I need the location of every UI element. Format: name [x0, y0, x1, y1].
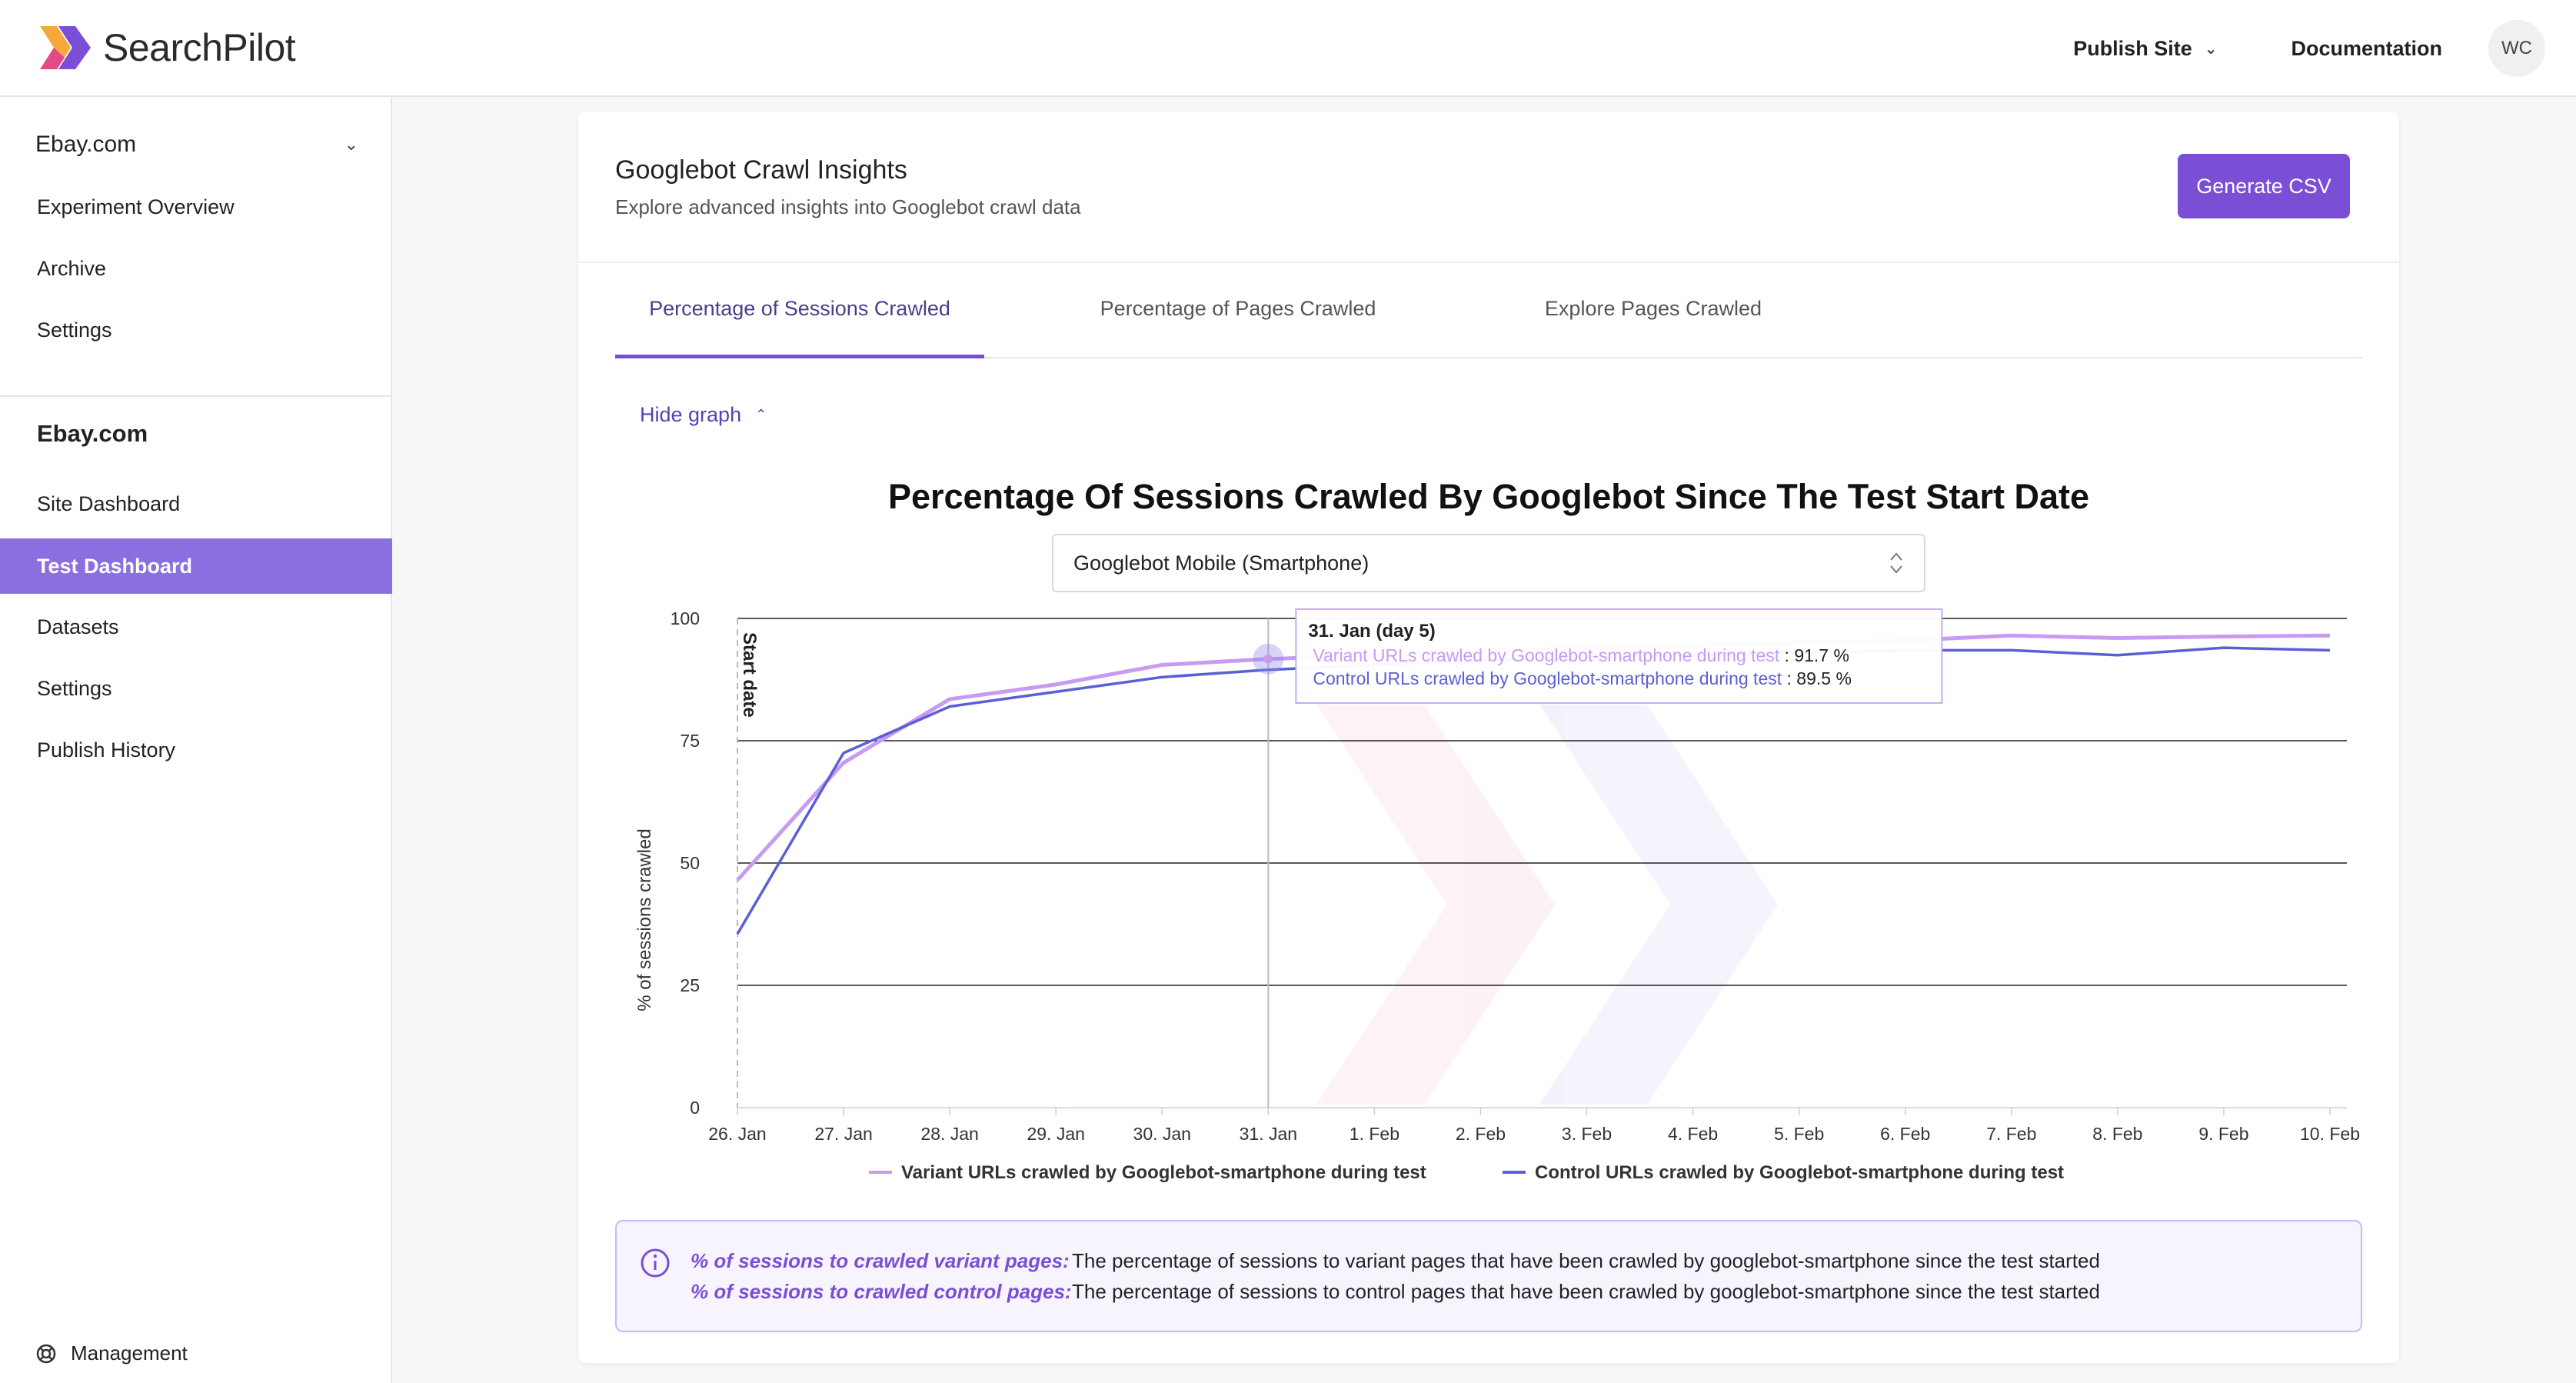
page-subtitle: Explore advanced insights into Googlebot… — [615, 195, 1081, 218]
chart-title: Percentage Of Sessions Crawled By Google… — [887, 477, 2090, 516]
hover-point — [1263, 654, 1273, 664]
chevron-up-icon: ⌃ — [755, 407, 767, 422]
info-variant-label: % of sessions to crawled variant pages: — [691, 1249, 1070, 1272]
watermark-logo — [1316, 705, 1778, 1105]
avatar[interactable]: WC — [2488, 20, 2545, 77]
info-control-text: The percentage of sessions to control pa… — [1072, 1280, 2100, 1303]
documentation-link[interactable]: Documentation — [2291, 36, 2442, 60]
sidebar-item-settings-global[interactable]: Settings — [37, 318, 112, 342]
x-tick-label: 3. Feb — [1562, 1124, 1612, 1144]
y-tick-label: 100 — [671, 608, 700, 628]
chevron-down-icon: ⌄ — [2204, 40, 2218, 58]
start-date-label: Start date — [739, 632, 760, 718]
y-axis: 0 25 50 75 100 — [671, 608, 700, 1118]
x-tick-label: 9. Feb — [2198, 1124, 2248, 1144]
y-axis-label: % of sessions crawled — [634, 828, 655, 1011]
x-tick-label: 27. Jan — [814, 1124, 872, 1144]
x-tick-label: 5. Feb — [1774, 1124, 1824, 1144]
x-tick-label: 6. Feb — [1880, 1124, 1930, 1144]
tab-sessions-crawled[interactable]: Percentage of Sessions Crawled — [615, 297, 984, 358]
tab-label: Explore Pages Crawled — [1544, 297, 1762, 320]
tooltip-control-value: : 89.5 % — [1782, 668, 1852, 688]
tooltip-control-row: Control URLs crawled by Googlebot-smartp… — [1313, 668, 1852, 688]
sidebar-item-management[interactable]: Management — [35, 1341, 188, 1365]
tab-explore-pages[interactable]: Explore Pages Crawled — [1461, 297, 1845, 358]
info-icon — [641, 1248, 670, 1278]
tooltip-variant-label: Variant URLs crawled by Googlebot-smartp… — [1313, 645, 1779, 665]
site-selector-label: Ebay.com — [35, 132, 137, 157]
info-row-variant: % of sessions to crawled variant pages: … — [691, 1249, 2100, 1273]
generate-csv-button[interactable]: Generate CSV — [2178, 154, 2350, 218]
sidebar-item-test-dashboard[interactable]: Test Dashboard — [0, 538, 392, 594]
info-box: % of sessions to crawled variant pages: … — [615, 1220, 2362, 1332]
x-tick-label: 7. Feb — [1986, 1124, 2036, 1144]
x-tick-label: 29. Jan — [1027, 1124, 1084, 1144]
y-tick-label: 0 — [690, 1098, 700, 1118]
chevron-up-down-icon — [1890, 552, 1902, 574]
sidebar-section-heading: Ebay.com — [37, 420, 148, 447]
sidebar: Ebay.com ⌄ Experiment Overview Archive S… — [0, 97, 392, 1383]
start-date-marker: Start date — [737, 618, 760, 1108]
sidebar-item-experiment-overview[interactable]: Experiment Overview — [37, 195, 235, 218]
sidebar-divider — [0, 395, 392, 397]
top-header: SearchPilot Publish Site ⌄ Documentation… — [0, 0, 2576, 97]
lifebuoy-icon — [36, 1344, 56, 1363]
googlebot-type-value: Googlebot Mobile (Smartphone) — [1073, 551, 1370, 575]
tab-label: Percentage of Sessions Crawled — [649, 297, 950, 320]
searchpilot-logo-icon — [40, 26, 91, 69]
x-tick-label: 28. Jan — [920, 1124, 978, 1144]
googlebot-type-select[interactable]: Googlebot Mobile (Smartphone) — [1052, 534, 1925, 592]
info-row-control: % of sessions to crawled control pages: … — [691, 1280, 2100, 1304]
hide-graph-label: Hide graph — [640, 403, 742, 426]
sidebar-item-settings[interactable]: Settings — [37, 677, 112, 700]
publish-site-menu[interactable]: Publish Site ⌄ — [2073, 37, 2217, 61]
page-title: Googlebot Crawl Insights — [615, 155, 907, 185]
sidebar-item-archive[interactable]: Archive — [37, 257, 107, 280]
info-control-label: % of sessions to crawled control pages: — [691, 1280, 1072, 1303]
x-tick-label: 2. Feb — [1456, 1124, 1506, 1144]
x-tick-label: 4. Feb — [1668, 1124, 1718, 1144]
management-label: Management — [71, 1341, 188, 1365]
x-axis: 26. Jan 27. Jan 28. Jan 29. Jan 30. Jan 31. J… — [708, 1108, 2360, 1144]
tooltip-header: 31. Jan (day 5) — [1308, 621, 1435, 642]
y-tick-label: 75 — [680, 731, 700, 751]
x-tick-label: 31. Jan — [1240, 1124, 1297, 1144]
legend-label-control: Control URLs crawled by Googlebot-smartp… — [1535, 1162, 2064, 1183]
brand-name: SearchPilot — [103, 26, 296, 69]
info-variant-text: The percentage of sessions to variant pa… — [1072, 1249, 2100, 1272]
x-tick-label: 30. Jan — [1133, 1124, 1191, 1144]
x-tick-label: 1. Feb — [1350, 1124, 1399, 1144]
tab-bar: Percentage of Sessions Crawled Percentag… — [615, 297, 2362, 358]
sidebar-item-site-dashboard[interactable]: Site Dashboard — [37, 492, 181, 515]
sidebar-item-publish-history[interactable]: Publish History — [37, 738, 176, 761]
sidebar-item-datasets[interactable]: Datasets — [37, 615, 119, 638]
chart-tooltip: 31. Jan (day 5) Variant URLs crawled by G… — [1295, 608, 1943, 704]
legend-label-variant: Variant URLs crawled by Googlebot-smartp… — [901, 1162, 1426, 1183]
card-divider — [578, 262, 2399, 263]
y-tick-label: 25 — [680, 975, 700, 995]
site-selector[interactable]: Ebay.com ⌄ — [35, 122, 358, 168]
sessions-crawled-chart: 0 25 50 75 100 26. Jan 27. Jan 28. Jan 29. Jan 3… — [634, 608, 2360, 1183]
x-tick-label: 10. Feb — [2300, 1124, 2360, 1144]
tooltip-control-label: Control URLs crawled by Googlebot-smartp… — [1313, 668, 1782, 688]
chart-legend: Variant URLs crawled by Googlebot-smartp… — [869, 1162, 2064, 1183]
searchpilot-logo[interactable]: SearchPilot — [37, 23, 296, 72]
tooltip-variant-row: Variant URLs crawled by Googlebot-smartp… — [1313, 645, 1849, 665]
hide-graph-toggle[interactable]: Hide graph ⌃ — [640, 403, 767, 427]
y-tick-label: 50 — [680, 853, 700, 873]
tab-pages-crawled[interactable]: Percentage of Pages Crawled — [1023, 297, 1453, 358]
tab-label: Percentage of Pages Crawled — [1100, 297, 1376, 320]
sidebar-item-label: Test Dashboard — [37, 554, 193, 578]
tooltip-box — [1295, 608, 1943, 704]
x-tick-label: 8. Feb — [2092, 1124, 2142, 1144]
publish-site-label: Publish Site — [2073, 36, 2192, 60]
tooltip-variant-value: : 91.7 % — [1779, 645, 1849, 665]
x-tick-label: 26. Jan — [708, 1124, 766, 1144]
chevron-down-icon: ⌄ — [344, 135, 358, 154]
crawl-insights-card: Googlebot Crawl Insights Explore advance… — [578, 112, 2399, 1363]
